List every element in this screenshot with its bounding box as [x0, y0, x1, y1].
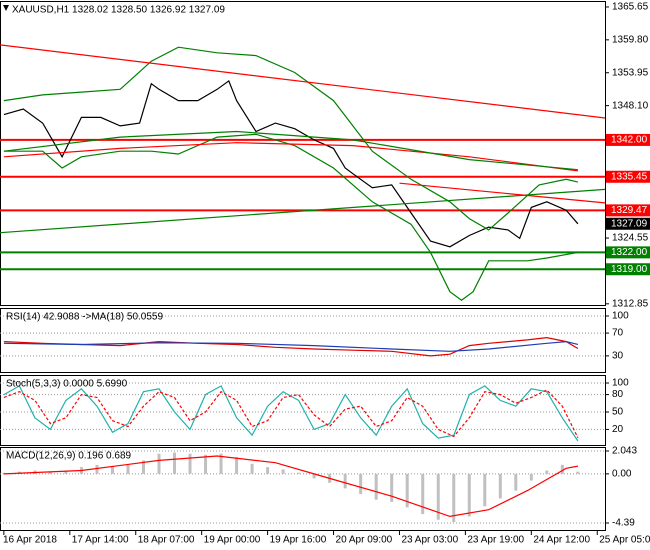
histogram-bar — [266, 467, 270, 474]
histogram-bar — [312, 473, 316, 479]
histogram-bar — [374, 473, 378, 500]
panel-frame — [0, 447, 606, 531]
y-tick-label: -4.39 — [612, 518, 635, 529]
y-tick-label: 2.043 — [612, 446, 637, 457]
histogram-bar — [483, 473, 487, 507]
histogram-bar — [188, 453, 192, 474]
histogram-bar — [110, 466, 114, 474]
histogram-bar — [64, 470, 68, 474]
histogram-bar — [405, 473, 409, 508]
y-tick-label: 100 — [612, 311, 629, 322]
y-tick-label: 1312.85 — [612, 298, 649, 309]
series-line — [3, 79, 579, 248]
level-label: 1329.47 — [611, 205, 648, 216]
level-label: 1319.00 — [611, 264, 648, 275]
x-tick-label: 24 Apr 12:00 — [533, 535, 590, 546]
histogram-bar — [281, 469, 285, 474]
x-tick-label: 17 Apr 14:00 — [72, 535, 129, 546]
level-label-box — [606, 204, 650, 217]
histogram-bar — [141, 460, 145, 474]
histogram-bar — [48, 471, 52, 474]
y-tick-label: 20 — [612, 424, 624, 435]
panel-frame — [0, 1, 606, 306]
y-tick-label: 1353.95 — [612, 67, 649, 78]
y-tick-label: 1324.55 — [612, 233, 649, 244]
y-tick-label: 1365.65 — [612, 2, 649, 13]
series-line — [3, 389, 579, 438]
panel-frame — [0, 375, 606, 446]
y-tick-label: 50 — [612, 407, 624, 418]
y-tick-label: 70 — [612, 328, 624, 339]
level-label: 1342.00 — [611, 135, 648, 146]
histogram-bar — [390, 473, 394, 502]
series-line — [3, 133, 579, 301]
series-line — [0, 44, 606, 119]
histogram-bar — [173, 452, 177, 474]
series-line — [0, 188, 606, 234]
last-price-label: 1327.09 — [611, 218, 648, 229]
histogram-bar — [126, 464, 130, 474]
last-price-box — [606, 217, 650, 230]
histogram-bar — [95, 464, 99, 474]
y-tick-label: 0.00 — [612, 469, 632, 480]
level-label-box — [606, 133, 650, 146]
series-line — [3, 455, 579, 518]
panel-title: RSI(14) 42.9088 ->MA(18) 50.0559 — [6, 312, 163, 323]
histogram-bar — [235, 457, 239, 474]
x-tick-label: 18 Apr 07:00 — [138, 535, 195, 546]
symbol-icon — [3, 5, 9, 11]
histogram-bar — [514, 473, 518, 491]
y-tick-label: 80 — [612, 389, 624, 400]
histogram-bar — [297, 472, 301, 474]
histogram-bar — [219, 453, 223, 474]
x-tick-label: 23 Apr 19:00 — [467, 535, 524, 546]
histogram-bar — [452, 473, 456, 522]
level-label: 1322.00 — [611, 247, 648, 258]
series-line — [3, 130, 578, 171]
histogram-bar — [204, 454, 208, 474]
series-line — [399, 182, 606, 204]
level-label-box — [606, 246, 650, 259]
histogram-bar — [560, 464, 564, 474]
x-tick-label: 19 Apr 16:00 — [270, 535, 327, 546]
y-tick-label: 1348.10 — [612, 100, 649, 111]
histogram-bar — [343, 473, 347, 489]
panel-frame — [0, 308, 606, 373]
histogram-bar — [576, 471, 580, 474]
histogram-bar — [436, 473, 440, 520]
y-tick-label: 1359.80 — [612, 34, 649, 45]
series-line — [3, 340, 579, 352]
series-line — [3, 336, 579, 357]
histogram-bar — [157, 453, 161, 474]
x-tick-label: 19 Apr 00:00 — [204, 535, 261, 546]
panel-title: XAUUSD,H1 1328.02 1328.50 1326.92 1327.0… — [12, 5, 225, 16]
series-line — [3, 46, 579, 231]
level-label: 1335.45 — [611, 171, 648, 182]
histogram-bar — [467, 473, 471, 517]
histogram-bar — [421, 473, 425, 515]
y-tick-label: 100 — [612, 378, 629, 389]
histogram-bar — [498, 473, 502, 499]
y-tick-label: 30 — [612, 351, 624, 362]
histogram-bar — [250, 463, 254, 474]
panel-title: MACD(12,26,9) 0.196 0.689 — [6, 451, 132, 462]
x-tick-label: 25 Apr 05:00 — [599, 535, 650, 546]
panel-title: Stoch(5,3,3) 0.0000 5.6990 — [6, 379, 128, 390]
x-tick-label: 23 Apr 03:00 — [401, 535, 458, 546]
histogram-bar — [545, 470, 549, 474]
histogram-bar — [359, 473, 363, 495]
level-label-box — [606, 170, 650, 183]
x-tick-label: 20 Apr 09:00 — [336, 535, 393, 546]
level-label-box — [606, 263, 650, 276]
histogram-bar — [529, 473, 533, 481]
series-line — [3, 142, 578, 172]
x-tick-label: 16 Apr 2018 — [3, 535, 57, 546]
